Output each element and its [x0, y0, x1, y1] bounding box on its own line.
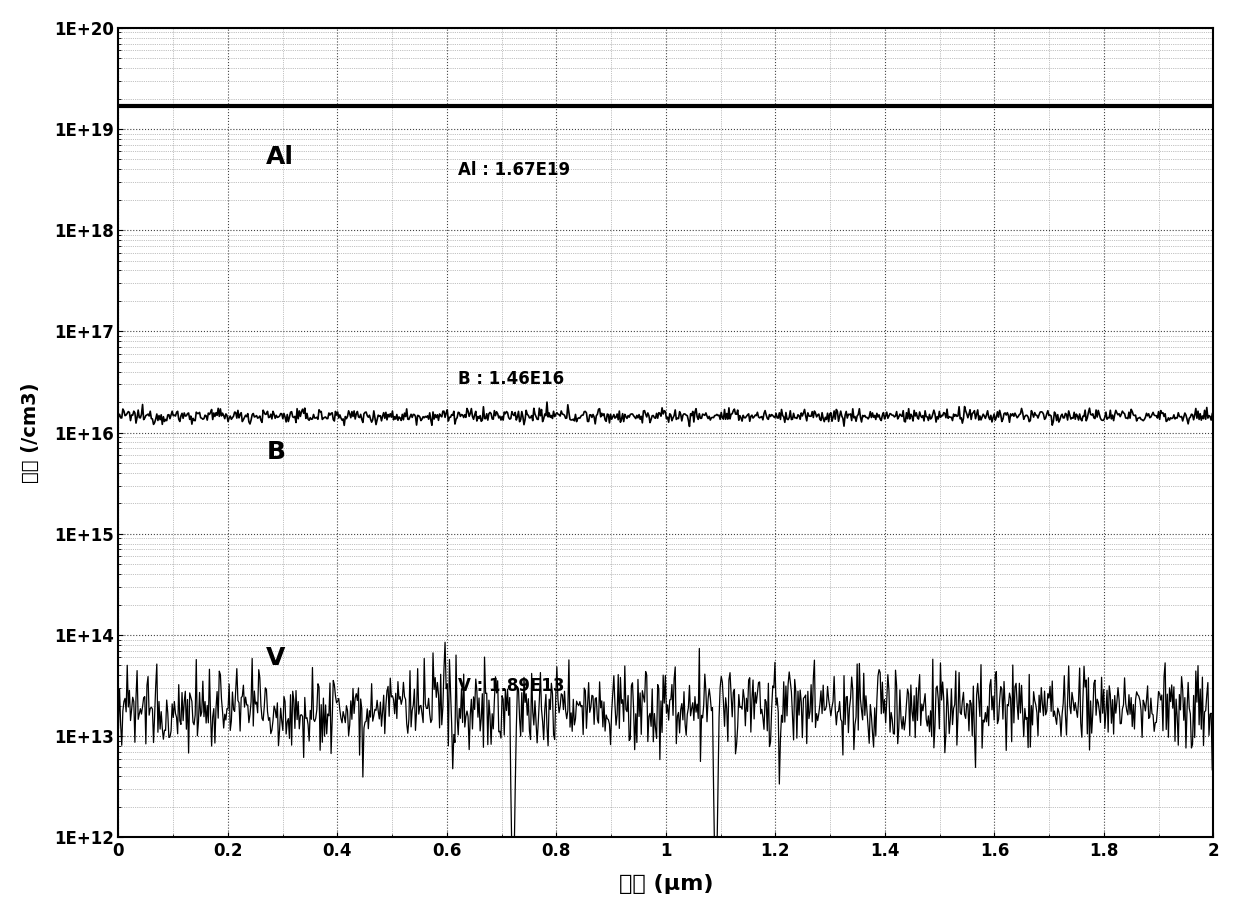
Text: Al: Al	[267, 145, 294, 169]
Y-axis label: 濃度 (/cm3): 濃度 (/cm3)	[21, 382, 40, 483]
X-axis label: 深度 (μm): 深度 (μm)	[619, 874, 713, 894]
Text: V : 1.89E13: V : 1.89E13	[458, 677, 564, 695]
Text: V: V	[267, 647, 285, 671]
Text: B: B	[267, 440, 285, 464]
Text: Al : 1.67E19: Al : 1.67E19	[458, 161, 570, 179]
Text: B : 1.46E16: B : 1.46E16	[458, 371, 564, 388]
